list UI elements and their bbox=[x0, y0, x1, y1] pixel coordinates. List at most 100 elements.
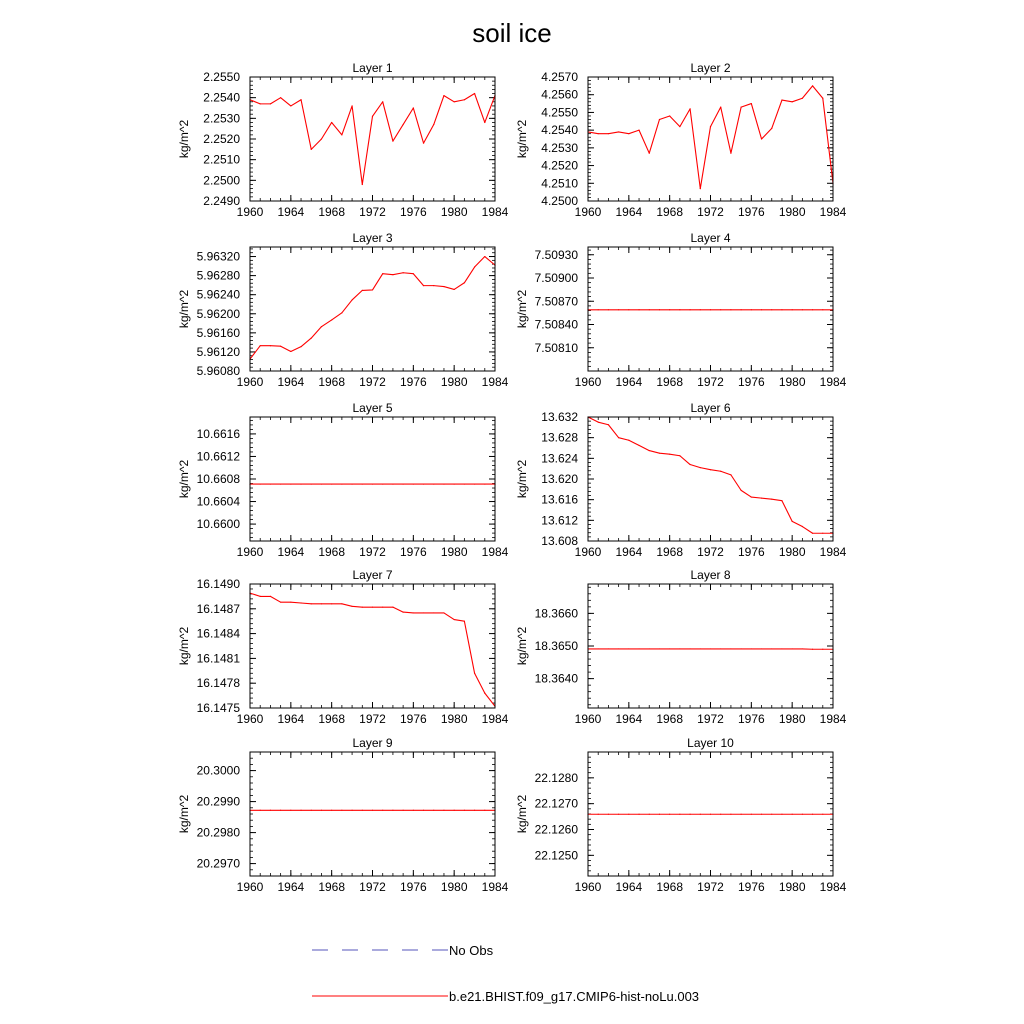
y-tick-label: 2.2490 bbox=[203, 194, 240, 208]
x-tick-label: 1960 bbox=[237, 205, 264, 219]
y-tick-label: 4.2540 bbox=[541, 123, 578, 137]
y-tick-label: 10.6616 bbox=[197, 427, 241, 441]
x-tick-label: 1980 bbox=[441, 880, 468, 894]
data-point bbox=[669, 115, 671, 117]
x-tick-label: 1964 bbox=[277, 880, 304, 894]
data-point bbox=[760, 813, 763, 815]
data-point bbox=[801, 648, 803, 650]
data-point bbox=[269, 809, 272, 811]
x-tick-label: 1980 bbox=[779, 205, 806, 219]
data-point bbox=[484, 692, 486, 694]
figure-title: soil ice bbox=[472, 18, 551, 48]
data-point bbox=[351, 299, 353, 301]
data-point bbox=[402, 809, 404, 811]
panel-2: Layer 2 kg/m^2 1960 1964 1968 1972 1976 1980 198… bbox=[515, 61, 847, 219]
x-tick-label: 1968 bbox=[318, 205, 345, 219]
x-tick-label: 1984 bbox=[482, 375, 509, 389]
data-point bbox=[382, 809, 384, 811]
y-tick-label: 4.2530 bbox=[541, 141, 578, 155]
data-point bbox=[822, 648, 824, 650]
y-axis-label: kg/m^2 bbox=[515, 627, 529, 666]
data-point bbox=[412, 483, 414, 485]
data-point bbox=[781, 813, 783, 815]
data-point bbox=[628, 813, 630, 815]
data-point bbox=[382, 273, 384, 275]
x-tick-label: 1984 bbox=[482, 712, 509, 726]
x-tick-label: 1968 bbox=[318, 880, 345, 894]
data-point bbox=[811, 85, 814, 87]
data-point bbox=[453, 483, 455, 485]
data-point bbox=[750, 309, 752, 311]
data-point bbox=[689, 309, 691, 311]
data-point bbox=[750, 648, 752, 650]
panel-title: Layer 8 bbox=[690, 568, 730, 582]
x-tick-label: 1960 bbox=[237, 712, 264, 726]
data-point bbox=[597, 421, 599, 423]
data-point bbox=[443, 612, 445, 614]
y-tick-label: 22.1270 bbox=[535, 797, 579, 811]
x-tick-label: 1972 bbox=[697, 712, 724, 726]
data-point bbox=[648, 309, 650, 311]
series-line bbox=[249, 255, 496, 360]
data-point bbox=[412, 273, 414, 275]
y-tick-label: 4.2550 bbox=[541, 105, 578, 119]
data-point bbox=[658, 813, 661, 815]
data-point bbox=[638, 309, 640, 311]
data-point bbox=[760, 138, 763, 140]
data-point bbox=[607, 424, 610, 426]
x-tick-label: 1972 bbox=[359, 205, 386, 219]
panel-7: Layer 7 kg/m^2 1960 1964 1968 1972 1976 1980 198… bbox=[177, 568, 509, 726]
data-point bbox=[811, 309, 814, 311]
y-tick-label: 5.96160 bbox=[197, 326, 241, 340]
data-point bbox=[331, 121, 333, 124]
data-point bbox=[361, 606, 363, 608]
data-point bbox=[720, 648, 722, 650]
plot-frame bbox=[587, 76, 834, 202]
data-point bbox=[669, 309, 671, 311]
data-point bbox=[689, 108, 691, 110]
data-point bbox=[658, 309, 661, 311]
data-point bbox=[280, 809, 282, 811]
data-point bbox=[781, 648, 783, 650]
data-point bbox=[607, 648, 610, 650]
data-point bbox=[628, 648, 630, 650]
x-tick-label: 1960 bbox=[237, 880, 264, 894]
y-tick-label: 4.2510 bbox=[541, 176, 578, 190]
data-point bbox=[280, 97, 282, 99]
x-tick-label: 1968 bbox=[656, 205, 683, 219]
data-point bbox=[771, 648, 773, 650]
x-tick-label: 1984 bbox=[482, 205, 509, 219]
data-point bbox=[300, 346, 302, 348]
data-point bbox=[320, 483, 323, 485]
panel-4: Layer 4 kg/m^2 1960 1964 1968 1972 1976 1980 198… bbox=[515, 231, 847, 389]
data-point bbox=[811, 648, 814, 650]
data-point bbox=[658, 648, 661, 650]
data-point bbox=[597, 648, 599, 650]
data-point bbox=[638, 444, 640, 447]
data-point bbox=[689, 648, 691, 650]
data-point bbox=[392, 140, 394, 142]
y-tick-label: 20.2970 bbox=[197, 857, 241, 871]
plot-frame bbox=[587, 246, 834, 372]
x-tick-label: 1960 bbox=[575, 375, 602, 389]
data-point bbox=[628, 133, 630, 135]
data-point bbox=[300, 483, 302, 485]
y-tick-label: 16.1487 bbox=[197, 602, 241, 616]
data-point bbox=[392, 809, 394, 811]
data-point bbox=[433, 123, 435, 126]
data-point bbox=[371, 483, 374, 485]
data-point bbox=[484, 809, 486, 811]
data-point bbox=[607, 309, 610, 311]
y-tick-label: 16.1481 bbox=[197, 651, 241, 665]
panel-10: Layer 10 kg/m^2 1960 1964 1968 1972 1976 1980 19… bbox=[515, 736, 847, 894]
panel-6: Layer 6 kg/m^2 1960 1964 1968 1972 1976 1980 198… bbox=[515, 401, 847, 559]
data-point bbox=[618, 813, 620, 815]
data-point bbox=[709, 126, 712, 128]
y-tick-label: 10.6612 bbox=[197, 449, 241, 463]
plot-frame bbox=[249, 246, 496, 372]
x-tick-label: 1972 bbox=[359, 545, 386, 559]
data-point bbox=[771, 498, 773, 500]
data-point bbox=[720, 106, 722, 108]
panel-title: Layer 1 bbox=[352, 61, 392, 75]
data-point bbox=[371, 606, 374, 608]
